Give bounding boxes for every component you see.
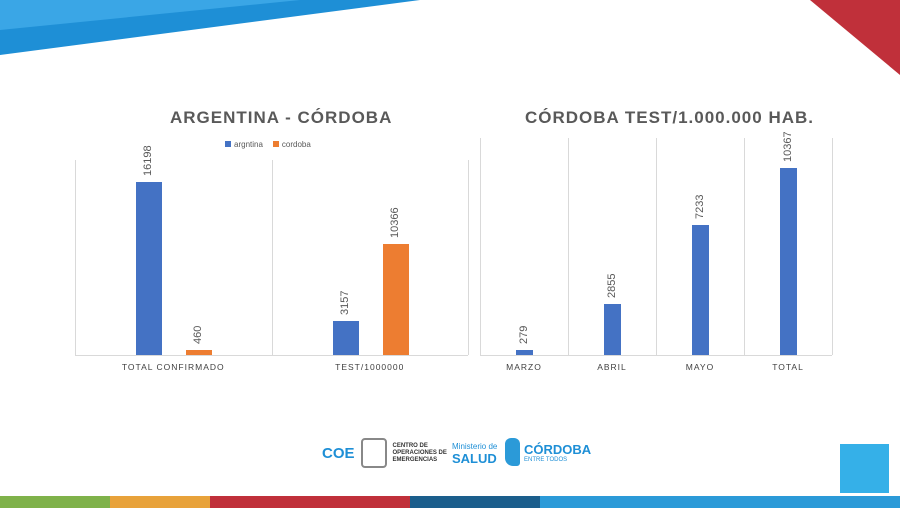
data-label: 7233 — [694, 194, 706, 219]
bar-test — [604, 303, 621, 355]
bar-test — [780, 168, 797, 355]
logo-salud: Ministerio de SALUD — [452, 442, 498, 466]
category-label: TEST/1000000 — [335, 362, 405, 372]
category-label: ABRIL — [597, 362, 627, 372]
bottom-stripe — [0, 496, 900, 508]
bar-test — [692, 224, 709, 355]
bar-cordoba — [186, 350, 212, 355]
category-divider — [480, 138, 481, 355]
legend: argntina cordoba — [225, 140, 311, 149]
chart-title-left: ARGENTINA - CÓRDOBA — [170, 108, 393, 127]
category-label: MARZO — [506, 362, 542, 372]
legend-argentina: argntina — [225, 140, 263, 149]
gobierno-cordoba-badge — [840, 444, 889, 493]
bar-test — [516, 349, 533, 355]
data-label: 10367 — [782, 131, 794, 162]
top-banner — [0, 0, 900, 75]
category-divider — [468, 160, 469, 355]
logo-cordoba: CÓRDOBA ENTRE TODOS — [505, 438, 591, 466]
category-label: TOTAL — [772, 362, 804, 372]
category-label: MAYO — [685, 362, 715, 372]
baseline — [480, 355, 832, 356]
category-divider — [568, 138, 569, 355]
chart-title-right: CÓRDOBA TEST/1.000.000 HAB. — [525, 108, 814, 127]
data-label: 16198 — [142, 145, 154, 176]
category-label: TOTAL CONFIRMADO — [121, 362, 225, 372]
legend-cordoba: cordoba — [272, 140, 311, 149]
baseline — [75, 355, 468, 356]
category-divider — [271, 160, 273, 355]
category-divider — [744, 138, 745, 355]
bar-argntina — [136, 182, 162, 355]
data-label: 2855 — [606, 273, 618, 298]
category-divider — [832, 138, 833, 355]
category-divider — [75, 160, 76, 355]
data-label: 460 — [192, 325, 204, 345]
bar-cordoba — [382, 244, 409, 355]
data-label: 279 — [518, 325, 530, 344]
category-divider — [656, 138, 657, 355]
logo-coe: COE CENTRO DE OPERACIONES DE EMERGENCIAS — [322, 438, 463, 468]
bar-argntina — [332, 321, 359, 355]
data-label: 3157 — [338, 290, 351, 316]
data-label: 10366 — [388, 207, 401, 239]
